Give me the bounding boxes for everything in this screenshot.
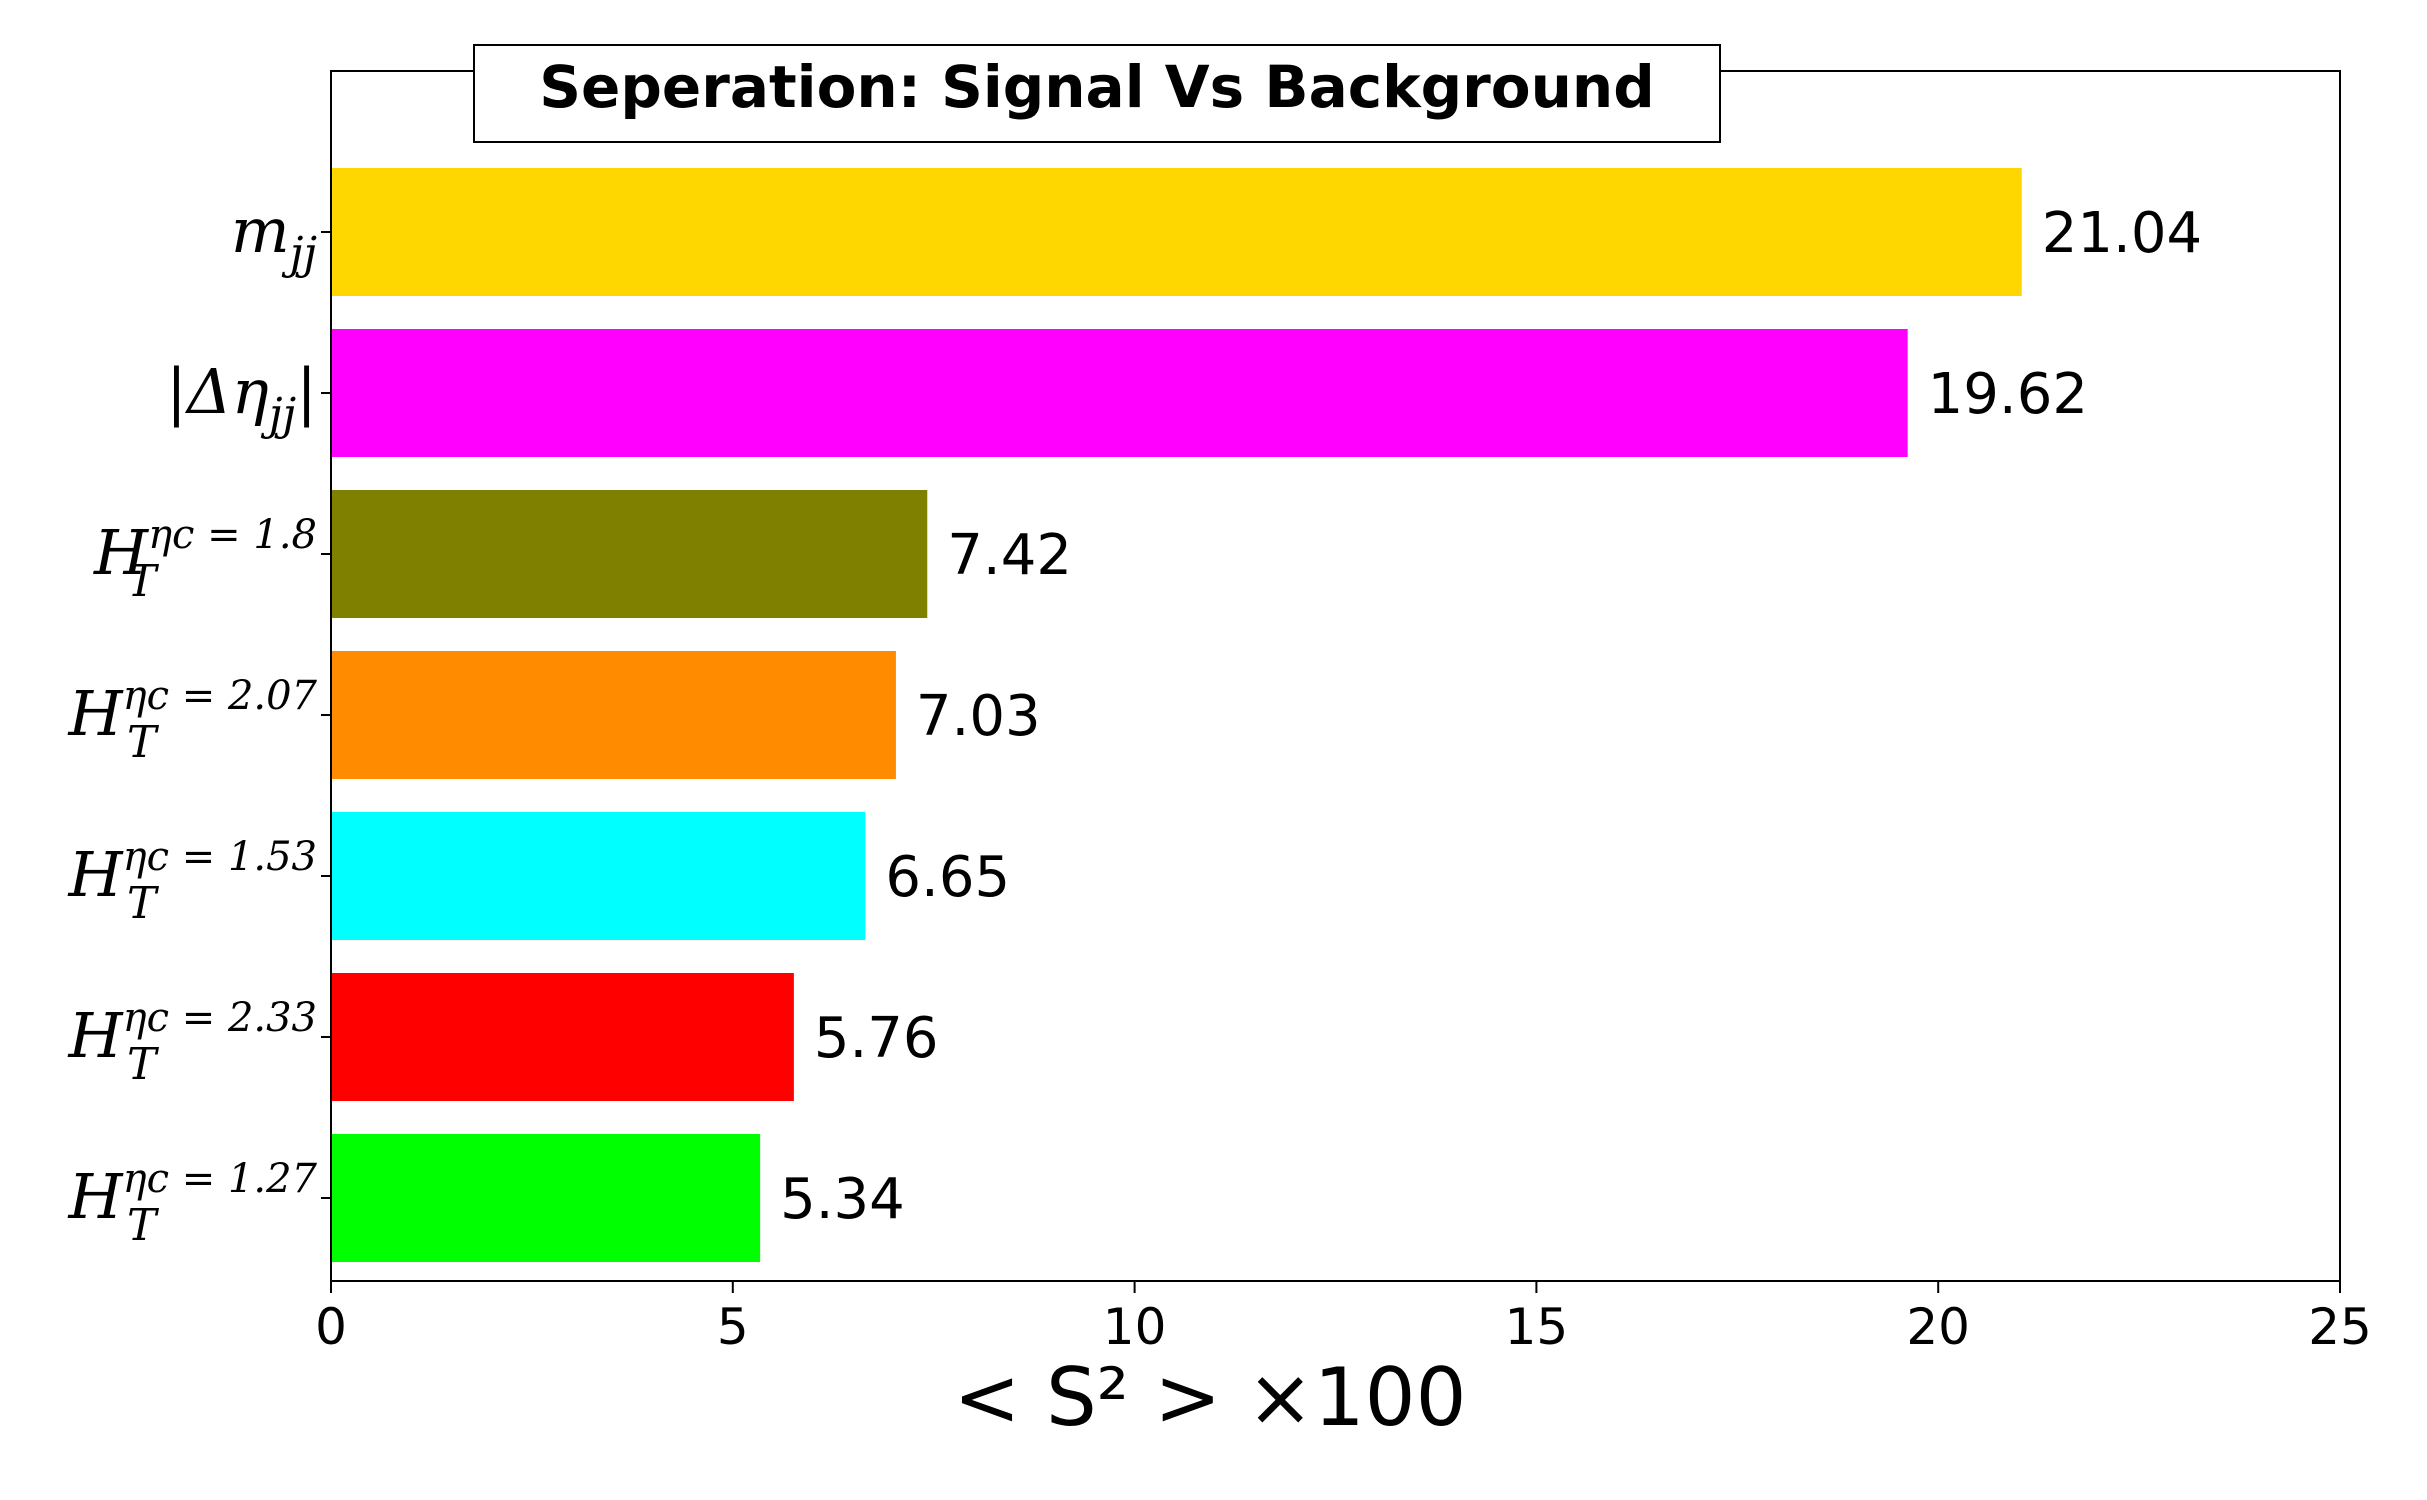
value-label: 19.62	[1928, 362, 2088, 427]
bar	[331, 329, 1908, 457]
x-tick-label: 20	[1906, 1298, 1970, 1356]
x-ticks-layer: 0 5 10 15 20 25	[315, 1281, 2372, 1356]
y-tick-label: Hηc = 2.33 T	[68, 995, 317, 1090]
x-tick-label: 15	[1505, 1298, 1569, 1356]
y-tick-label: Hηc = 2.07 T	[68, 673, 318, 768]
x-tick-label: 5	[717, 1298, 749, 1356]
value-label: 5.76	[814, 1006, 939, 1071]
value-label: 6.65	[885, 845, 1010, 910]
value-label: 7.42	[947, 523, 1072, 588]
x-tick-label: 10	[1103, 1298, 1167, 1356]
bar	[331, 812, 866, 940]
value-labels-layer: 21.04 19.62 7.42 7.03 6.65 5.76 5.34	[780, 201, 2202, 1232]
bar	[331, 168, 2022, 296]
value-label: 5.34	[780, 1167, 905, 1232]
chart-title: Seperation: Signal Vs Background	[539, 53, 1654, 121]
title-frame	[473, 44, 1721, 143]
x-tick-label: 25	[2308, 1298, 2372, 1356]
value-label: 21.04	[2042, 201, 2202, 266]
bar	[331, 651, 896, 779]
bars-layer	[331, 168, 2022, 1262]
y-tick-labels-layer: mjj |Δηjj| Hηc = 1.8 T Hηc = 2.07 T Hηc = 1.…	[68, 194, 331, 1251]
bar	[331, 1134, 761, 1262]
y-tick-label: Hηc = 1.27 T	[68, 1156, 318, 1251]
y-tick-label: Hηc = 1.53 T	[68, 834, 317, 929]
x-tick-label: 0	[315, 1298, 347, 1356]
title-box: Seperation: Signal Vs Background	[473, 44, 1721, 143]
value-label: 7.03	[916, 684, 1041, 749]
x-axis-label: < S² > ×100	[954, 1351, 1467, 1444]
y-tick-label: |Δηjj|	[166, 355, 317, 440]
bar	[331, 973, 794, 1101]
bar	[331, 490, 928, 618]
y-tick-label: mjj	[231, 194, 317, 279]
y-tick-label: Hηc = 1.8 T	[93, 512, 317, 607]
